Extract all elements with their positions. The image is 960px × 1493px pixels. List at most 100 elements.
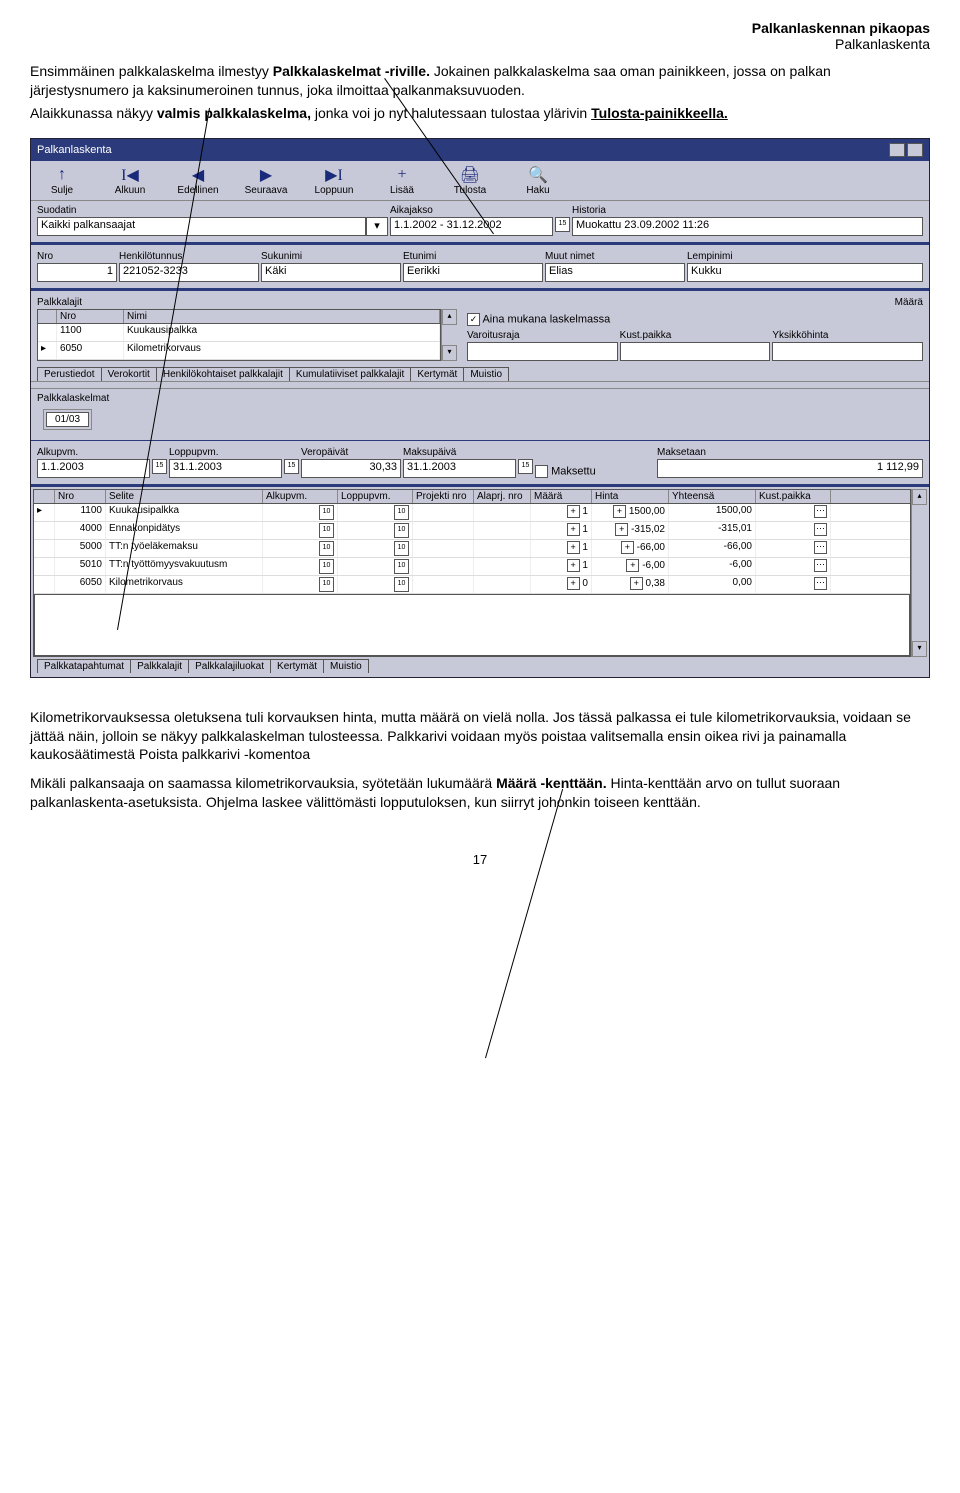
varoitus-label: Varoitusraja: [467, 330, 618, 341]
toolbar-label: Edellinen: [177, 185, 218, 196]
period-field[interactable]: 1.1.2002 - 31.12.2002: [390, 217, 553, 236]
tab-henkilökohtaiset-palkkalajit[interactable]: Henkilökohtaiset palkkalajit: [156, 367, 290, 381]
calendar-icon[interactable]: 10: [394, 559, 409, 574]
col-nro: Nro: [57, 310, 124, 323]
col-header: Selite: [106, 490, 263, 503]
splitter[interactable]: [31, 381, 929, 389]
table-row[interactable]: 4000Ennakonpidätys1010+ 1+ -315,02-315,0…: [34, 522, 910, 540]
calendar-icon[interactable]: 10: [319, 577, 334, 592]
toolbar-icon: 🔍: [526, 165, 550, 185]
varoitus-field[interactable]: [467, 342, 618, 361]
toolbar-tulosta[interactable]: 🖨Tulosta: [441, 165, 499, 196]
scroll-down-icon[interactable]: ▾: [912, 641, 927, 657]
tab-verokortit[interactable]: Verokortit: [101, 367, 157, 381]
calendar-icon[interactable]: 15: [284, 459, 299, 474]
intro-text: Ensimmäinen palkkalaskelma ilmestyy Palk…: [30, 62, 930, 123]
more-icon[interactable]: ⋯: [814, 577, 827, 590]
filter-select[interactable]: Kaikki palkansaajat: [37, 217, 366, 236]
calendar-icon[interactable]: 10: [319, 541, 334, 556]
plus-icon[interactable]: +: [567, 577, 580, 590]
kust-field[interactable]: [620, 342, 771, 361]
tab-palkkalajiluokat[interactable]: Palkkalajiluokat: [188, 659, 271, 673]
vero-label: Veropäivät: [301, 447, 401, 458]
below-p2a: Mikäli palkansaaja on saamassa kilometri…: [30, 775, 496, 791]
calendar-icon[interactable]: 15: [152, 459, 167, 474]
table-row[interactable]: ▸1100Kuukausipalkka1010+ 1+ 1500,001500,…: [34, 504, 910, 522]
toolbar-seuraava[interactable]: ▶Seuraava: [237, 165, 295, 196]
doc-subtitle: Palkanlaskenta: [30, 36, 930, 52]
tab-kumulatiiviset-palkkalajit[interactable]: Kumulatiiviset palkkalajit: [289, 367, 411, 381]
more-icon[interactable]: ⋯: [814, 523, 827, 536]
calendar-icon[interactable]: 10: [394, 523, 409, 538]
toolbar-haku[interactable]: 🔍Haku: [509, 165, 567, 196]
tab-palkkatapahtumat[interactable]: Palkkatapahtumat: [37, 659, 131, 673]
toolbar-label: Sulje: [51, 185, 73, 196]
more-icon[interactable]: ⋯: [814, 559, 827, 572]
plus-icon[interactable]: +: [621, 541, 634, 554]
calendar-icon[interactable]: 10: [394, 541, 409, 556]
yksikko-field[interactable]: [772, 342, 923, 361]
tab-kertymät[interactable]: Kertymät: [410, 367, 464, 381]
scrollbar[interactable]: ▴ ▾: [911, 489, 927, 657]
calendar-icon[interactable]: 15: [518, 459, 533, 474]
lempi-field[interactable]: Kukku: [687, 263, 923, 282]
plus-icon[interactable]: +: [626, 559, 639, 572]
tab-muistio[interactable]: Muistio: [463, 367, 509, 381]
col-header: Nro: [55, 490, 106, 503]
intro-1a: Ensimmäinen palkkalaskelma ilmestyy: [30, 63, 273, 79]
calendar-icon[interactable]: 10: [319, 559, 334, 574]
toolbar-icon: +: [390, 165, 414, 185]
tab-perustiedot[interactable]: Perustiedot: [37, 367, 102, 381]
ht-field[interactable]: 221052-3233: [119, 263, 259, 282]
dropdown-icon[interactable]: ▾: [366, 217, 388, 236]
etu-field[interactable]: Eerikki: [403, 263, 543, 282]
table-row[interactable]: ▸6050Kilometrikorvaus: [38, 342, 440, 360]
alku-field[interactable]: 1.1.2003: [37, 459, 150, 478]
plus-icon[interactable]: +: [567, 559, 580, 572]
suku-field[interactable]: Käki: [261, 263, 401, 282]
table-row[interactable]: 1100Kuukausipalkka: [38, 324, 440, 342]
plus-icon[interactable]: +: [567, 541, 580, 554]
scroll-down-icon[interactable]: ▾: [442, 345, 457, 361]
calendar-icon[interactable]: 10: [394, 505, 409, 520]
plus-icon[interactable]: +: [615, 523, 628, 536]
plus-icon[interactable]: +: [567, 505, 580, 518]
tab-kertymät[interactable]: Kertymät: [270, 659, 324, 673]
more-icon[interactable]: ⋯: [814, 541, 827, 554]
calendar-icon[interactable]: 10: [394, 577, 409, 592]
toolbar-loppuun[interactable]: ▶ILoppuun: [305, 165, 363, 196]
tab-muistio[interactable]: Muistio: [323, 659, 369, 673]
toolbar-icon: ▶I: [322, 165, 346, 185]
toolbar-lisää[interactable]: +Lisää: [373, 165, 431, 196]
scroll-up-icon[interactable]: ▴: [912, 489, 927, 505]
table-row[interactable]: 6050Kilometrikorvaus1010+ 0+ 0,380,00⋯: [34, 576, 910, 594]
vero-field[interactable]: 30,33: [301, 459, 401, 478]
plus-icon[interactable]: +: [567, 523, 580, 536]
maksettu-checkbox[interactable]: [535, 465, 548, 478]
nro-label: Nro: [37, 251, 117, 262]
nro-field[interactable]: 1: [37, 263, 117, 282]
more-icon[interactable]: ⋯: [814, 505, 827, 518]
laskelma-tab[interactable]: 01/03: [46, 412, 89, 427]
calendar-icon[interactable]: 10: [319, 523, 334, 538]
toolbar-sulje[interactable]: ↑Sulje: [33, 165, 91, 196]
toolbar-alkuun[interactable]: I◀Alkuun: [101, 165, 159, 196]
loppu-field[interactable]: 31.1.2003: [169, 459, 282, 478]
minimize-button[interactable]: [889, 143, 905, 157]
tab-palkkalajit[interactable]: Palkkalajit: [130, 659, 189, 673]
aina-checkbox[interactable]: ✓: [467, 313, 480, 326]
table-row[interactable]: 5010TT:n työttömyysvakuutusm1010+ 1+ -6,…: [34, 558, 910, 576]
plus-icon[interactable]: +: [613, 505, 626, 518]
scrollbar[interactable]: ▴ ▾: [441, 309, 457, 361]
plus-icon[interactable]: +: [630, 577, 643, 590]
maksettu-label: Maksettu: [551, 465, 596, 477]
maximize-button[interactable]: [907, 143, 923, 157]
calendar-icon[interactable]: 15: [555, 217, 570, 232]
titlebar: Palkanlaskenta: [31, 139, 929, 161]
toolbar-label: Seuraava: [245, 185, 288, 196]
maksu-field[interactable]: 31.1.2003: [403, 459, 516, 478]
muut-field[interactable]: Elias: [545, 263, 685, 282]
calendar-icon[interactable]: 10: [319, 505, 334, 520]
table-row[interactable]: 5000TT:n työeläkemaksu1010+ 1+ -66,00-66…: [34, 540, 910, 558]
scroll-up-icon[interactable]: ▴: [442, 309, 457, 325]
